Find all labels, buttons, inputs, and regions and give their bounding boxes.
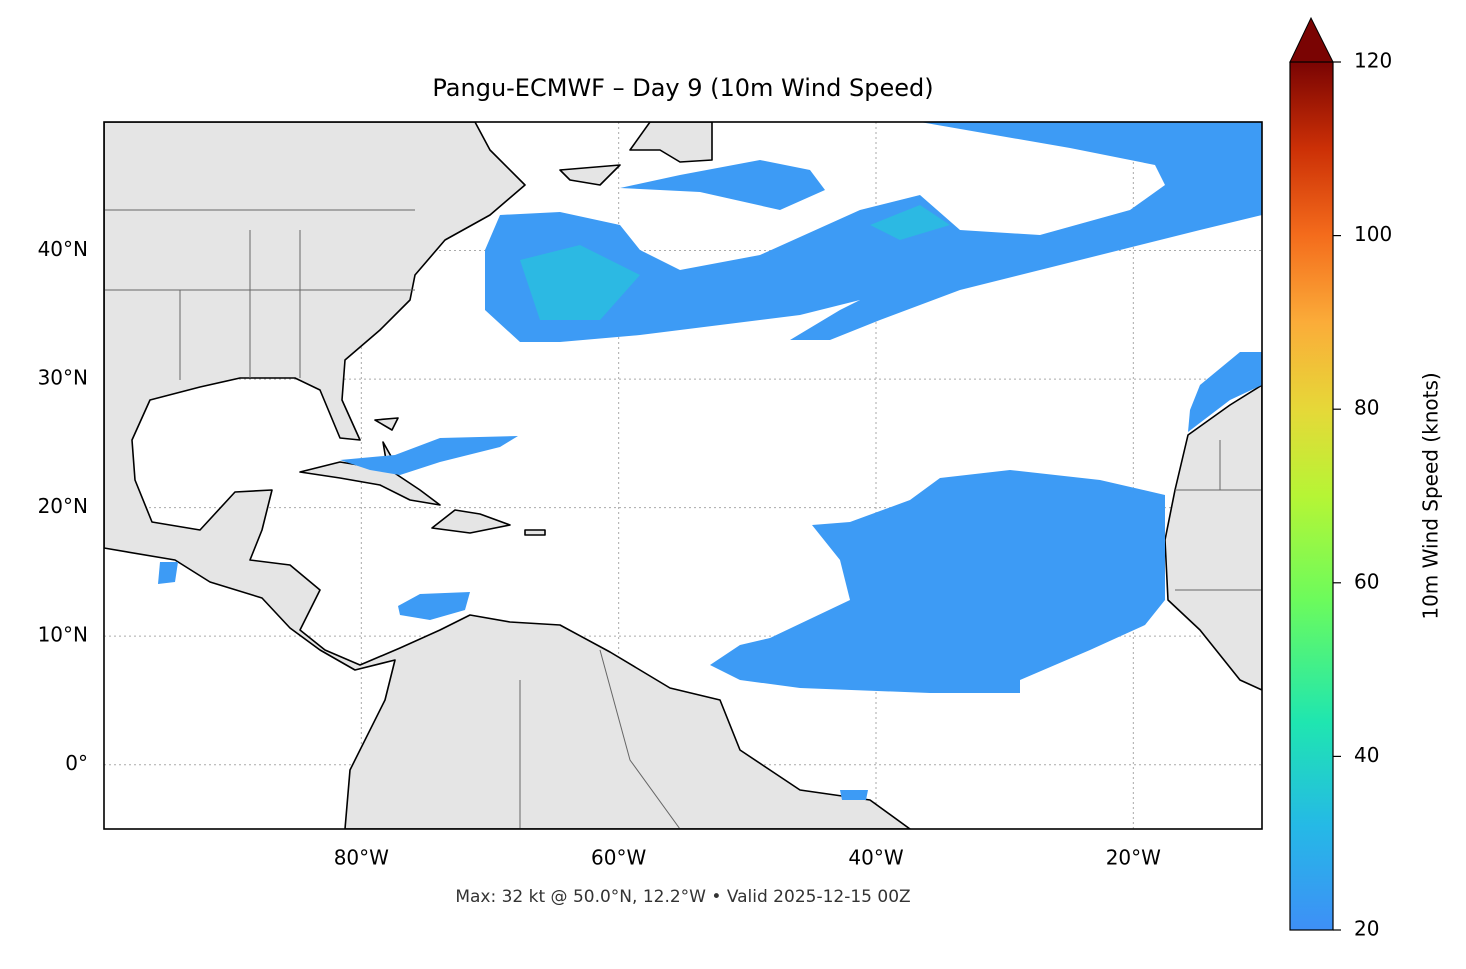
map-frame: [103, 121, 1263, 830]
americas: [104, 122, 911, 829]
colorbar-tick-label: 40: [1354, 743, 1379, 767]
y-tick-label: 0°: [65, 751, 88, 775]
colorbar-tick-label: 100: [1354, 222, 1392, 246]
wind-region: [398, 592, 470, 620]
wind-region: [710, 470, 1165, 693]
colorbar-tick-label: 120: [1354, 49, 1392, 73]
colorbar-extend: [1289, 16, 1334, 63]
colorbar-tick-label: 80: [1354, 396, 1379, 420]
y-tick-label: 20°N: [38, 494, 88, 518]
y-tick-label: 10°N: [38, 623, 88, 647]
newfoundland: [629, 122, 713, 163]
x-tick-label: 80°W: [334, 846, 389, 870]
map-title: Pangu-ECMWF – Day 9 (10m Wind Speed): [432, 74, 933, 102]
y-tick-label: 30°N: [38, 366, 88, 390]
colorbar-label: 10m Wind Speed (knots): [1419, 372, 1443, 619]
hispaniola: [431, 509, 511, 534]
x-tick-label: 60°W: [591, 846, 646, 870]
borders: [104, 209, 1262, 829]
axes: 80°W 60°W 40°W 20°W 0° 10°N 20°N 30°N 40°N 20 40 60…: [38, 49, 1393, 941]
wind-region: [1188, 352, 1262, 432]
wind-region: [340, 436, 518, 475]
footer: Max: 32 kt @ 50.0°N, 12.2°W • Valid 2025…: [455, 887, 910, 907]
nova-scotia: [559, 164, 621, 186]
wind-core: [520, 205, 950, 320]
map-area: [104, 122, 1262, 829]
x-tick-label: 20°W: [1106, 846, 1161, 870]
wind-region: [620, 160, 825, 210]
wind-region: [485, 122, 1262, 342]
y-tick-label: 40°N: [38, 237, 88, 261]
bahamas: [374, 417, 399, 461]
x-tick-label: 40°W: [848, 846, 903, 870]
puerto-rico: [524, 529, 546, 536]
colorbar: [1289, 61, 1334, 931]
colorbar-tick-label: 60: [1354, 569, 1379, 593]
colorbar-tick-label: 20: [1354, 917, 1379, 941]
africa: [1164, 384, 1262, 691]
